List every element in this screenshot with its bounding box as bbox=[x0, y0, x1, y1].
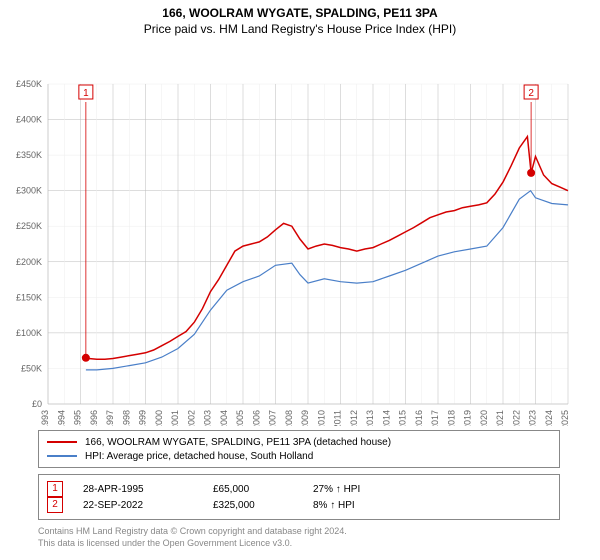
svg-text:2009: 2009 bbox=[300, 410, 310, 426]
svg-text:£150K: £150K bbox=[16, 292, 42, 302]
svg-text:1995: 1995 bbox=[73, 410, 83, 426]
event-date-1: 28-APR-1995 bbox=[83, 484, 213, 495]
svg-text:£0: £0 bbox=[32, 399, 42, 409]
svg-text:1993: 1993 bbox=[40, 410, 50, 426]
event-pct-2: 8% ↑ HPI bbox=[313, 500, 413, 511]
event-price-1: £65,000 bbox=[213, 484, 313, 495]
legend-row-series1: 166, WOOLRAM WYGATE, SPALDING, PE11 3PA … bbox=[47, 435, 551, 449]
event-price-2: £325,000 bbox=[213, 500, 313, 511]
footer-line-2: This data is licensed under the Open Gov… bbox=[38, 538, 560, 550]
sub-title: Price paid vs. HM Land Registry's House … bbox=[0, 20, 600, 36]
legend-row-series2: HPI: Average price, detached house, Sout… bbox=[47, 449, 551, 463]
footer-attribution: Contains HM Land Registry data © Crown c… bbox=[38, 526, 560, 549]
svg-text:2015: 2015 bbox=[398, 410, 408, 426]
event-badge-1: 1 bbox=[47, 481, 63, 497]
svg-text:£300K: £300K bbox=[16, 186, 42, 196]
legend-label-1: 166, WOOLRAM WYGATE, SPALDING, PE11 3PA … bbox=[85, 437, 391, 448]
svg-text:2005: 2005 bbox=[235, 410, 245, 426]
events-box: 1 28-APR-1995 £65,000 27% ↑ HPI 2 22-SEP… bbox=[38, 474, 560, 520]
svg-text:£200K: £200K bbox=[16, 257, 42, 267]
svg-text:2004: 2004 bbox=[219, 410, 229, 426]
svg-text:2001: 2001 bbox=[170, 410, 180, 426]
svg-text:2022: 2022 bbox=[511, 410, 521, 426]
svg-text:2012: 2012 bbox=[349, 410, 359, 426]
svg-text:2013: 2013 bbox=[365, 410, 375, 426]
svg-text:1998: 1998 bbox=[121, 410, 131, 426]
price-chart: £0 £50K £100K £150K £200K £250K £300K £350K £400… bbox=[0, 36, 600, 426]
svg-text:2006: 2006 bbox=[251, 410, 261, 426]
svg-text:2010: 2010 bbox=[316, 410, 326, 426]
svg-text:2021: 2021 bbox=[495, 410, 505, 426]
svg-text:£50K: £50K bbox=[21, 363, 42, 373]
svg-text:1: 1 bbox=[83, 88, 89, 99]
svg-text:2000: 2000 bbox=[154, 410, 164, 426]
svg-text:2018: 2018 bbox=[446, 410, 456, 426]
svg-text:2003: 2003 bbox=[203, 410, 213, 426]
svg-text:2016: 2016 bbox=[414, 410, 424, 426]
svg-text:2017: 2017 bbox=[430, 410, 440, 426]
svg-text:2020: 2020 bbox=[479, 410, 489, 426]
legend-swatch-2 bbox=[47, 455, 77, 457]
svg-text:2011: 2011 bbox=[333, 410, 343, 426]
event-date-2: 22-SEP-2022 bbox=[83, 500, 213, 511]
event-badge-2: 2 bbox=[47, 497, 63, 513]
svg-text:£400K: £400K bbox=[16, 115, 42, 125]
svg-text:2002: 2002 bbox=[186, 410, 196, 426]
footer-line-1: Contains HM Land Registry data © Crown c… bbox=[38, 526, 560, 538]
event-row-2: 2 22-SEP-2022 £325,000 8% ↑ HPI bbox=[47, 497, 551, 513]
event-row-1: 1 28-APR-1995 £65,000 27% ↑ HPI bbox=[47, 481, 551, 497]
legend-swatch-1 bbox=[47, 441, 77, 443]
svg-text:2007: 2007 bbox=[268, 410, 278, 426]
svg-text:2019: 2019 bbox=[463, 410, 473, 426]
svg-text:2025: 2025 bbox=[560, 410, 570, 426]
legend-box: 166, WOOLRAM WYGATE, SPALDING, PE11 3PA … bbox=[38, 430, 560, 468]
svg-text:2008: 2008 bbox=[284, 410, 294, 426]
svg-text:2023: 2023 bbox=[528, 410, 538, 426]
svg-text:1997: 1997 bbox=[105, 410, 115, 426]
svg-text:£450K: £450K bbox=[16, 79, 42, 89]
svg-text:2014: 2014 bbox=[381, 410, 391, 426]
svg-text:2: 2 bbox=[528, 88, 534, 99]
main-title: 166, WOOLRAM WYGATE, SPALDING, PE11 3PA bbox=[0, 0, 600, 20]
legend-label-2: HPI: Average price, detached house, Sout… bbox=[85, 451, 313, 462]
svg-text:£100K: £100K bbox=[16, 328, 42, 338]
svg-text:1994: 1994 bbox=[56, 410, 66, 426]
svg-text:£350K: £350K bbox=[16, 150, 42, 160]
chart-container: 166, WOOLRAM WYGATE, SPALDING, PE11 3PA … bbox=[0, 0, 600, 560]
svg-text:1999: 1999 bbox=[138, 410, 148, 426]
svg-text:1996: 1996 bbox=[89, 410, 99, 426]
svg-text:2024: 2024 bbox=[544, 410, 554, 426]
event-pct-1: 27% ↑ HPI bbox=[313, 484, 413, 495]
svg-text:£250K: £250K bbox=[16, 221, 42, 231]
